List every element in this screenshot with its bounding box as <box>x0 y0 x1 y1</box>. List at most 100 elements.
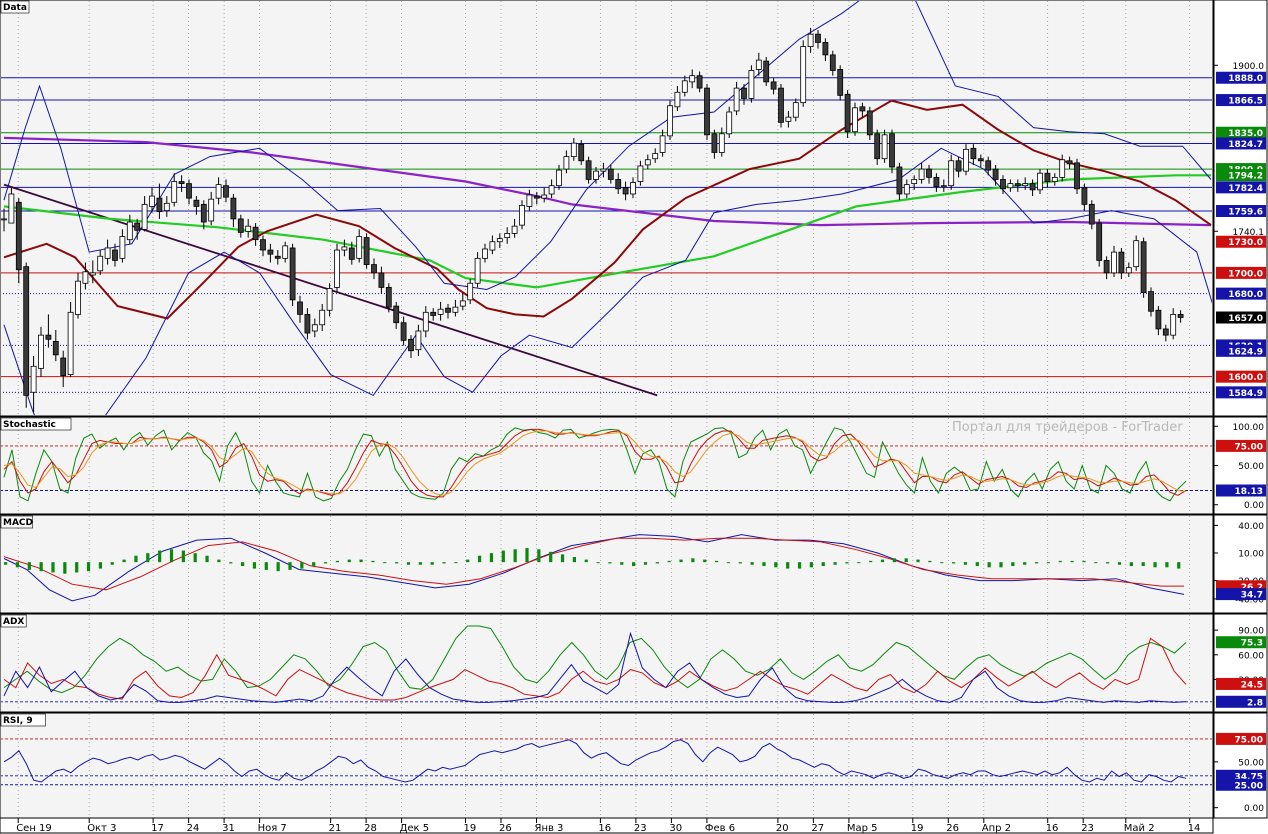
candle-body <box>963 148 969 172</box>
y-tick-label: 100.00 <box>1233 423 1265 433</box>
macd-histogram-bar <box>134 555 138 563</box>
level-badge: 75.00 <box>1235 442 1263 452</box>
candle-body <box>30 365 37 393</box>
macd-histogram-bar <box>1094 562 1098 564</box>
macd-histogram-bar <box>312 562 316 567</box>
x-tick-label: 16 <box>1046 823 1059 834</box>
level-badge-bg <box>1216 677 1266 690</box>
macd-histogram-bar <box>620 562 624 565</box>
candle-body <box>748 70 755 99</box>
candle-body <box>422 311 429 332</box>
macd-histogram-bar <box>632 562 636 567</box>
macd-histogram-bar <box>276 562 280 572</box>
candle-body <box>282 245 289 259</box>
candle-body <box>977 158 984 162</box>
candle-body <box>955 160 962 172</box>
macd-histogram-bar <box>715 560 719 563</box>
candle-body <box>1140 241 1147 293</box>
candle-body <box>667 105 673 137</box>
candle-body <box>496 238 503 243</box>
candle-body <box>1 218 7 221</box>
macd-histogram-bar <box>928 560 932 563</box>
y-tick-label: -40.00 <box>1235 595 1264 605</box>
candle-body <box>556 169 562 187</box>
candle-body <box>622 187 629 195</box>
macd-histogram-bar <box>1177 562 1181 569</box>
macd-histogram-bar <box>963 562 968 565</box>
macd-histogram-bar <box>608 562 612 564</box>
macd-histogram-bar <box>999 562 1003 568</box>
panel-title-data: Data <box>3 3 27 13</box>
candle-body <box>393 305 400 324</box>
candle-body <box>940 185 947 188</box>
level-badge: 18.13 <box>1235 487 1263 497</box>
candle-body <box>881 134 888 160</box>
candle-body <box>459 300 466 307</box>
series-line-+DI <box>3 637 1187 701</box>
panel-title: Stochastic <box>3 420 56 430</box>
candle-body <box>533 195 540 199</box>
level-badge: 1730.0 <box>1228 238 1263 248</box>
x-tick-label: Май 2 <box>1124 823 1155 834</box>
level-badge-bg <box>1216 344 1266 357</box>
macd-histogram-bar <box>359 559 363 563</box>
series-line-%K <box>3 427 1187 502</box>
macd-histogram-bar <box>1011 562 1015 567</box>
y-tick-label: 90.00 <box>1238 627 1264 637</box>
panel-title: ADX <box>3 617 24 627</box>
candle-body <box>504 233 511 238</box>
candle-body <box>644 159 651 166</box>
candle-body <box>704 87 710 136</box>
y-tick-label: 0.00 <box>1244 501 1264 511</box>
level-badge-bg <box>1216 94 1266 107</box>
candle-body <box>659 135 666 153</box>
x-tick-label: 23 <box>1081 823 1094 834</box>
candle-body <box>992 168 999 180</box>
macd-histogram-bar <box>975 562 979 567</box>
macd-histogram-bar <box>466 559 470 563</box>
candle-body <box>1037 172 1043 191</box>
level-badge: 1584.9 <box>1228 389 1263 399</box>
x-tick-label: Дек 5 <box>400 823 430 834</box>
candle-body <box>630 182 636 195</box>
x-tick-label: 14 <box>1188 823 1201 834</box>
candle-body <box>511 225 518 234</box>
candle-body <box>208 198 215 222</box>
candle-body <box>8 193 15 224</box>
x-tick-label: 27 <box>811 823 824 834</box>
macd-histogram-bar <box>797 562 802 569</box>
candle-body <box>866 110 873 136</box>
candle-body <box>852 107 858 133</box>
level-badge: 1759.6 <box>1228 208 1263 218</box>
candle-body <box>637 165 644 182</box>
candle-body <box>948 160 955 187</box>
candle-body <box>371 264 377 274</box>
candle-body <box>911 179 918 185</box>
candle-body <box>489 241 496 251</box>
level-badge-bg <box>1216 71 1266 84</box>
macd-histogram-bar <box>4 562 8 565</box>
macd-histogram-bar <box>1141 562 1145 567</box>
indicator-plot-1 <box>1 427 1212 502</box>
macd-histogram-bar <box>738 562 742 564</box>
x-tick-label: 24 <box>187 823 200 834</box>
candle-body <box>1000 179 1006 190</box>
level-badge-bg <box>1216 169 1266 182</box>
macd-histogram-bar <box>1034 562 1039 564</box>
macd-histogram-bar <box>940 562 944 564</box>
macd-histogram-bar <box>513 549 517 563</box>
x-tick-label: 16 <box>598 823 611 834</box>
macd-histogram-bar <box>371 560 375 563</box>
series-line-%D <box>3 428 1187 498</box>
candle-body <box>1066 160 1073 165</box>
series-line-Signal <box>3 537 1184 591</box>
macd-histogram-bar <box>146 553 150 563</box>
macd-histogram-bar <box>383 562 387 564</box>
macd-histogram-bar <box>335 560 339 563</box>
level-badge: 1782.4 <box>1228 184 1263 194</box>
level-badge-bg <box>1216 778 1266 791</box>
candle-body <box>149 195 155 207</box>
level-badge-bg <box>1216 287 1266 300</box>
candle-body <box>755 59 762 70</box>
macd-histogram-bar <box>406 562 411 565</box>
